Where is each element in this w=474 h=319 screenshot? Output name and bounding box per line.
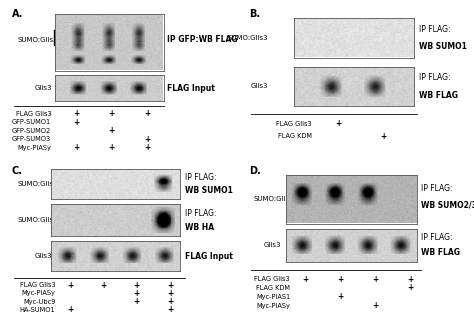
Text: HA-SUMO1: HA-SUMO1	[20, 307, 55, 313]
Text: FLAG Glis3: FLAG Glis3	[276, 121, 312, 127]
Text: +: +	[134, 289, 140, 298]
Text: Glis3: Glis3	[264, 242, 282, 249]
Text: +: +	[73, 143, 79, 152]
Text: Myc-PIASy: Myc-PIASy	[21, 291, 55, 296]
Text: SUMO:Glis3: SUMO:Glis3	[18, 217, 58, 223]
Text: GFP-SUMO3: GFP-SUMO3	[12, 136, 51, 142]
Text: +: +	[73, 109, 79, 118]
Text: +: +	[335, 119, 341, 128]
Text: WB SUMO2/3: WB SUMO2/3	[421, 201, 474, 210]
Text: +: +	[167, 297, 173, 306]
Text: +: +	[109, 143, 115, 152]
Text: +: +	[67, 306, 73, 315]
Text: Myc-Ubc9: Myc-Ubc9	[23, 299, 55, 305]
Text: WB SUMO1: WB SUMO1	[419, 42, 466, 51]
Text: +: +	[337, 275, 343, 284]
Text: SUMO:Glis3: SUMO:Glis3	[228, 35, 268, 41]
Text: +: +	[407, 275, 413, 284]
Text: IP FLAG:: IP FLAG:	[185, 173, 216, 182]
Text: IP FLAG:: IP FLAG:	[419, 25, 450, 34]
Text: +: +	[109, 109, 115, 118]
Text: Myc-PIAS1: Myc-PIAS1	[256, 294, 290, 300]
Text: FLAG Input: FLAG Input	[167, 84, 215, 93]
Text: SUMO:Glis3: SUMO:Glis3	[18, 181, 58, 187]
Text: SUMO:Glis3: SUMO:Glis3	[18, 37, 58, 42]
Text: FLAG Input: FLAG Input	[185, 252, 233, 261]
Text: IP FLAG:: IP FLAG:	[185, 209, 216, 218]
Text: +: +	[167, 306, 173, 315]
Text: D.: D.	[249, 166, 260, 176]
Text: IP FLAG:: IP FLAG:	[421, 234, 452, 242]
Text: +: +	[337, 292, 343, 301]
Text: +: +	[167, 289, 173, 298]
Text: +: +	[100, 281, 107, 290]
Text: FLAG Glis3: FLAG Glis3	[20, 282, 55, 288]
Text: +: +	[167, 281, 173, 290]
Text: +: +	[109, 126, 115, 135]
Text: Glis3: Glis3	[251, 83, 268, 89]
Text: WB FLAG: WB FLAG	[421, 248, 460, 257]
Text: +: +	[381, 132, 387, 141]
Text: +: +	[134, 281, 140, 290]
Text: IP FLAG:: IP FLAG:	[419, 73, 450, 82]
Text: Glis3: Glis3	[35, 85, 52, 91]
Text: WB SUMO1: WB SUMO1	[185, 186, 233, 195]
Text: FLAG Glis3: FLAG Glis3	[255, 276, 290, 282]
Text: +: +	[67, 281, 73, 290]
Text: B.: B.	[249, 9, 260, 19]
Text: FLAG KDM: FLAG KDM	[278, 133, 312, 139]
Text: GFP-SUMO2: GFP-SUMO2	[12, 128, 51, 134]
Text: GFP-SUMO1: GFP-SUMO1	[12, 119, 51, 125]
Text: +: +	[302, 275, 309, 284]
Text: FLAG KDM: FLAG KDM	[256, 285, 290, 291]
Text: +: +	[144, 135, 150, 144]
Text: +: +	[372, 275, 378, 284]
Text: C.: C.	[11, 166, 23, 176]
Text: FLAG Glis3: FLAG Glis3	[16, 111, 51, 116]
Text: +: +	[134, 297, 140, 306]
Text: WB FLAG: WB FLAG	[419, 91, 458, 100]
Text: IP FLAG:: IP FLAG:	[421, 184, 452, 193]
Text: Myc-PIASy: Myc-PIASy	[18, 145, 51, 151]
Text: SUMO:Glis3: SUMO:Glis3	[253, 197, 294, 203]
Text: IP GFP:WB FLAG: IP GFP:WB FLAG	[167, 35, 237, 44]
Text: WB HA: WB HA	[185, 223, 214, 232]
Text: Myc-PIASy: Myc-PIASy	[256, 303, 290, 309]
Text: A.: A.	[11, 10, 23, 19]
Text: +: +	[407, 284, 413, 293]
Text: +: +	[372, 301, 378, 310]
Text: +: +	[144, 109, 150, 118]
Text: Glis3: Glis3	[35, 253, 52, 259]
Text: +: +	[144, 143, 150, 152]
Text: +: +	[73, 118, 79, 127]
